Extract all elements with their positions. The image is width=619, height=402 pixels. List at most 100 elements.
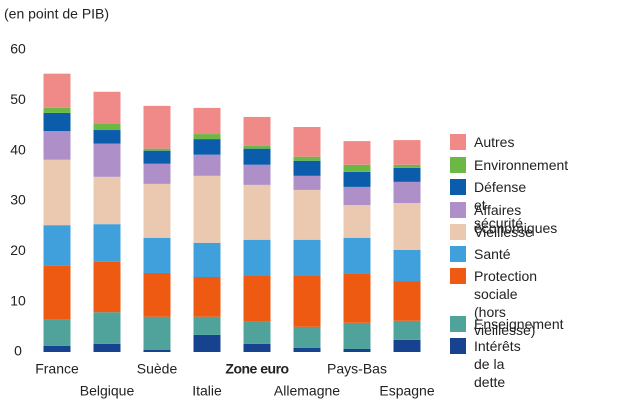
bar-segment [43, 225, 71, 266]
bar-segment [293, 127, 321, 157]
y-tick-label: 0 [14, 343, 22, 359]
bar-segment [293, 160, 321, 176]
bar-segment [393, 203, 421, 250]
bar-segment [193, 242, 221, 278]
x-tick-label: Suède [137, 361, 178, 377]
legend-item: Vieillesse [450, 224, 533, 241]
bar-segment [143, 237, 171, 273]
bar-segment [193, 139, 221, 155]
bar-segment [293, 326, 321, 348]
bar-segment [293, 189, 321, 240]
bar-segment [43, 265, 71, 320]
bar-segment [393, 181, 421, 204]
legend-label: Intérêts de la dette [474, 338, 521, 390]
bar-segment [393, 164, 421, 168]
bar-segment [243, 275, 271, 322]
bar-segment [393, 249, 421, 282]
bar-segment [93, 91, 121, 124]
x-tick-label: Italie [192, 383, 222, 399]
bar-segment [193, 334, 221, 352]
legend-item: Santé [450, 246, 511, 263]
bar-segment [343, 348, 371, 352]
x-tick-label: Belgique [80, 383, 135, 399]
legend-swatch [450, 179, 466, 195]
legend-swatch [450, 202, 466, 218]
bar-segment [193, 134, 221, 140]
bar-segment [393, 281, 421, 321]
bar-segment [143, 316, 171, 350]
bar-segment [243, 148, 271, 165]
bar-segment [193, 277, 221, 317]
bar-segment [293, 239, 321, 276]
bar-segment [143, 150, 171, 164]
legend-item: Affaires économiques [450, 202, 557, 237]
x-tick-label: Allemagne [274, 383, 340, 399]
bar-segment [293, 156, 321, 161]
bar-segment [193, 154, 221, 176]
bar-segment [243, 239, 271, 276]
bar-segment [243, 164, 271, 185]
bar-segment [343, 322, 371, 349]
bar-segment [43, 345, 71, 352]
bar-segment [343, 205, 371, 238]
legend-swatch [450, 157, 466, 173]
x-tick-label: Pays-Bas [327, 361, 387, 377]
y-tick-label: 50 [10, 91, 26, 107]
legend-label: Environnement [474, 157, 569, 173]
y-axis-label: (en point de PIB) [4, 6, 109, 22]
y-tick-label: 40 [10, 141, 26, 157]
bar-segment [243, 321, 271, 344]
legend-label: Enseignement [474, 316, 564, 332]
bar-segment [243, 116, 271, 146]
bar-segment [393, 339, 421, 352]
legend-item: Intérêts de la dette [450, 338, 521, 391]
x-tick-label: France [35, 361, 79, 377]
legend-swatch [450, 246, 466, 262]
legend-swatch [450, 134, 466, 150]
bar-segment [143, 183, 171, 238]
bar-segment [293, 347, 321, 352]
legend-item: Enseignement [450, 316, 564, 333]
bar-segment [393, 167, 421, 182]
legend-swatch [450, 338, 466, 354]
bar-segment [43, 159, 71, 226]
bar-segment [243, 343, 271, 352]
bar-segment [93, 176, 121, 225]
legend-item: Environnement [450, 157, 568, 174]
bar-segment [143, 349, 171, 352]
bar-segment [343, 141, 371, 165]
bar-segment [293, 275, 321, 327]
bar-segment [143, 163, 171, 184]
legend-label: Défense et sécurité [474, 179, 527, 231]
bar-segment [43, 112, 71, 132]
legend-label: Protection sociale (hors vieillesse) [474, 268, 538, 338]
bar-segment [343, 273, 371, 323]
bar-segment [343, 171, 371, 187]
bar-segment [43, 319, 71, 346]
legend-label: Autres [474, 134, 515, 150]
bar-segment [93, 130, 121, 144]
y-tick-label: 60 [10, 41, 26, 57]
bar-segment [193, 316, 221, 335]
y-tick-label: 20 [10, 242, 26, 258]
bar-segment [193, 175, 221, 243]
bar-segment [93, 143, 121, 177]
bar-segment [143, 148, 171, 151]
legend-item: Protection sociale (hors vieillesse) [450, 268, 537, 339]
bar-segment [143, 272, 171, 317]
legend-item: Autres [450, 134, 514, 151]
bar-segment [293, 175, 321, 190]
legend-swatch [450, 224, 466, 240]
bar-segment [93, 123, 121, 131]
y-tick-label: 30 [10, 192, 26, 208]
legend-swatch [450, 268, 466, 284]
legend-label: Vieillesse [474, 224, 533, 240]
bar-segment [243, 145, 271, 149]
bar-segment [243, 184, 271, 240]
x-tick-label: Zone euro [225, 361, 288, 377]
bar-segment [343, 164, 371, 172]
bar-segment [43, 73, 71, 108]
bar-segment [393, 140, 421, 165]
